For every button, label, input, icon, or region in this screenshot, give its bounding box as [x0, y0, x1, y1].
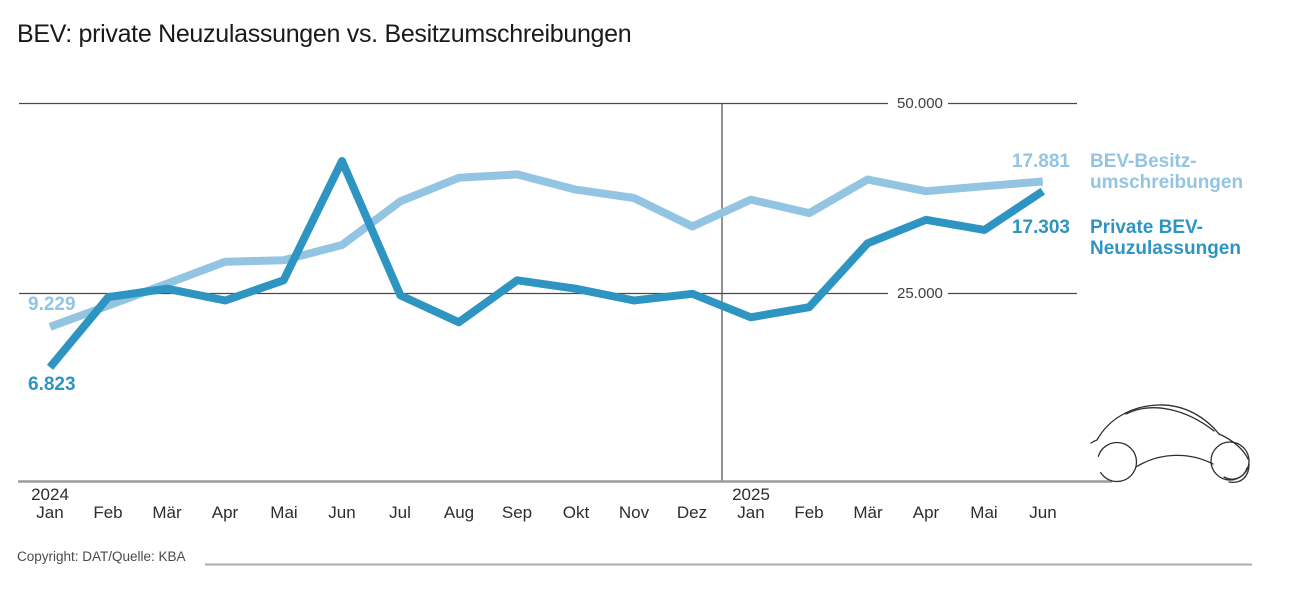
x-axis-month-label: Aug — [443, 503, 475, 522]
besitz-end-value: 17.881 — [1011, 151, 1070, 172]
neuzulassungen-end-value: 17.303 — [1011, 217, 1070, 238]
legend-besitzumschreibungen: BEV-Besitz- umschreibungen — [1090, 151, 1243, 193]
private-neuzulassungen-line — [46, 157, 1046, 370]
x-axis-month-label: Dez — [676, 503, 708, 522]
legend-private-neuzulassungen: Private BEV- Neuzulassungen — [1090, 217, 1241, 259]
x-axis-year-label: 2024 — [31, 485, 69, 504]
car-body-curve — [1135, 454, 1214, 468]
x-axis-month-label: Jun — [1029, 503, 1057, 522]
x-axis-month-label: Sep — [501, 503, 533, 522]
car-rear-curve — [1218, 433, 1249, 460]
x-axis-month-label: Okt — [562, 503, 590, 522]
x-axis-month-label: Jan — [737, 503, 765, 522]
legend-neuzulassungen-line2: Neuzulassungen — [1090, 238, 1241, 259]
x-axis-year-label: 2025 — [732, 485, 770, 504]
legend-besitz-line2: umschreibungen — [1090, 172, 1244, 193]
car-front-wheel — [1096, 441, 1138, 483]
besitz-start-value: 9.229 — [28, 294, 76, 315]
x-axis-month-label: Mai — [270, 503, 298, 522]
x-axis-month-label: Jun — [328, 503, 356, 522]
x-axis-month-label: Apr — [912, 503, 940, 522]
y-gridline-label-50000: 50.000 — [897, 95, 943, 112]
neuzulassungen-start-value: 6.823 — [28, 374, 76, 395]
x-axis-month-label: Mär — [152, 503, 182, 522]
x-axis-month-label: Mai — [970, 503, 998, 522]
x-axis-month-label: Mär — [853, 503, 883, 522]
car-rear-wheel — [1210, 441, 1250, 481]
legend-besitz-line1: BEV-Besitz- — [1090, 151, 1197, 172]
car-rear-wheel-swoosh-2 — [1228, 463, 1250, 483]
x-axis-month-label: Nov — [618, 503, 650, 522]
x-axis-month-label: Jul — [389, 503, 411, 522]
car-roof-inner — [1125, 407, 1215, 432]
car-sketch-icon — [1090, 404, 1250, 483]
x-axis-month-label: Feb — [93, 503, 123, 522]
y-gridline-label-25000: 25.000 — [897, 285, 943, 302]
car-roof-outer — [1090, 404, 1220, 444]
x-axis-month-label: Jan — [36, 503, 64, 522]
legend-neuzulassungen-line1: Private BEV- — [1090, 217, 1203, 238]
x-axis-month-label: Apr — [211, 503, 239, 522]
car-rear-wheel-swoosh-1 — [1223, 467, 1248, 480]
copyright-text: Copyright: DAT/Quelle: KBA — [17, 549, 186, 564]
besitzumschreibungen-line — [48, 170, 1044, 331]
page-title: BEV: private Neuzulassungen vs. Besitzum… — [17, 20, 632, 48]
x-axis-month-label: Feb — [794, 503, 824, 522]
gridlines — [19, 102, 1077, 481]
